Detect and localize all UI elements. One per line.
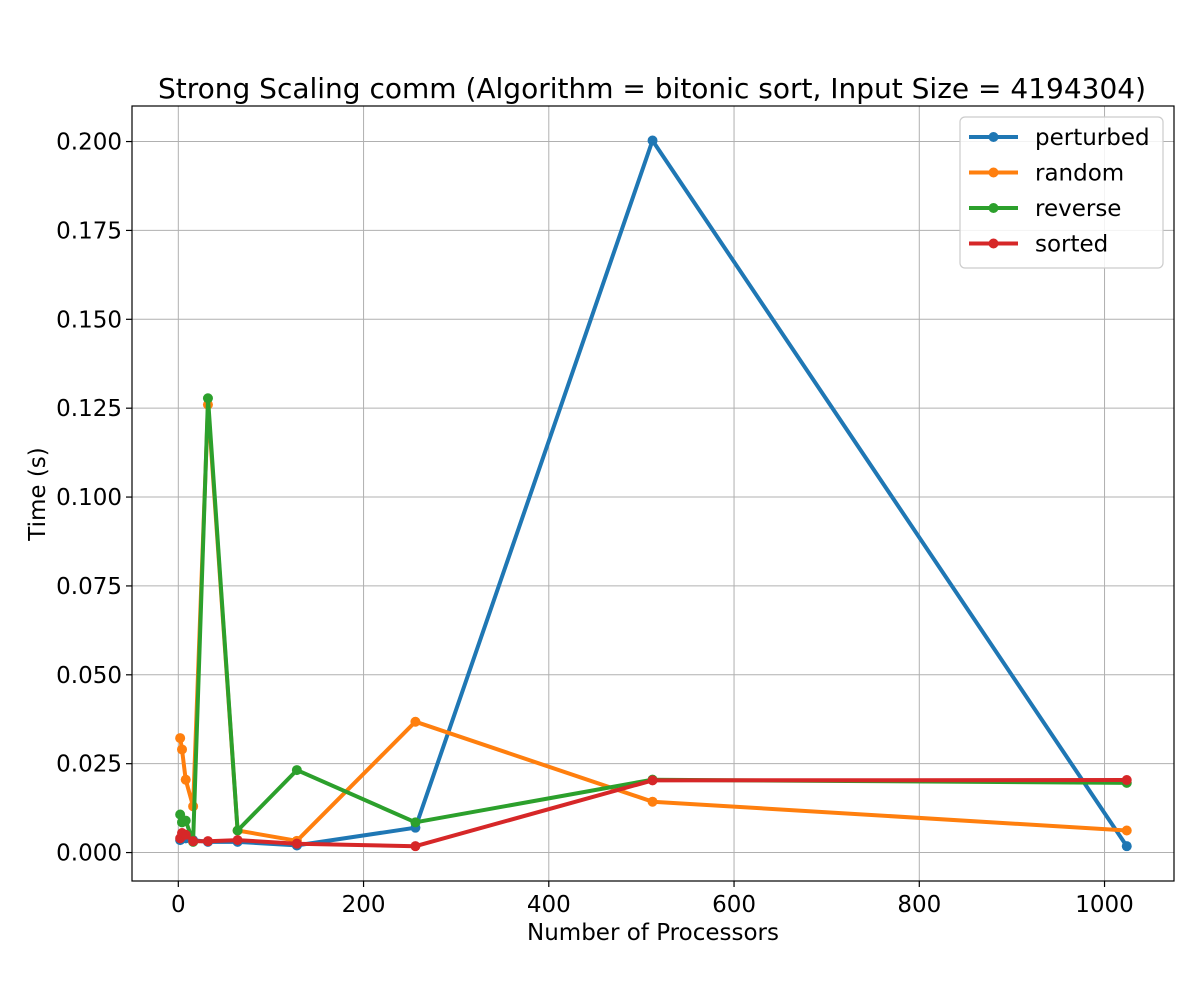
y-tick-label: 0.175: [56, 218, 122, 244]
x-tick-label: 600: [712, 892, 756, 918]
data-point-perturbed: [647, 135, 658, 146]
data-point-sorted: [232, 835, 243, 846]
data-point-sorted: [202, 836, 213, 847]
legend-label: reverse: [1035, 196, 1121, 222]
data-point-sorted: [1121, 775, 1132, 786]
legend-item-perturbed: perturbed: [969, 125, 1150, 151]
y-tick-label: 0.000: [56, 841, 122, 867]
legend-label: random: [1035, 161, 1124, 187]
y-tick-label: 0.125: [56, 396, 122, 422]
legend-box: [959, 116, 1164, 269]
legend-item-reverse: reverse: [969, 196, 1121, 222]
x-tick-label: 1000: [1075, 892, 1134, 918]
axis-ticks: 0 200 400 600 800 1000 0.000 0.025 0.050 0.075 0.1…: [56, 130, 1134, 918]
legend-marker: [988, 132, 999, 142]
legend-label: perturbed: [1035, 125, 1150, 151]
x-tick-label: 400: [527, 892, 571, 918]
data-point-random: [180, 774, 191, 785]
y-tick-label: 0.200: [56, 130, 122, 156]
chart-title: Strong Scaling comm (Algorithm = bitonic…: [158, 72, 1146, 105]
data-point-reverse: [291, 765, 302, 776]
data-point-sorted: [410, 841, 421, 852]
plot-frame: [131, 105, 1175, 882]
data-point-reverse: [202, 393, 213, 404]
y-tick-label: 0.150: [56, 307, 122, 333]
data-point-sorted: [291, 838, 302, 849]
data-point-sorted: [647, 775, 658, 786]
series-layer: [175, 135, 1132, 852]
data-point-random: [177, 744, 188, 755]
data-point-random: [647, 796, 658, 807]
y-axis-label: Time (s): [25, 447, 51, 542]
y-tick-label: 0.100: [56, 485, 122, 511]
legend-label: sorted: [1035, 232, 1108, 258]
y-tick-label: 0.025: [56, 752, 122, 778]
data-point-reverse: [232, 825, 243, 836]
y-tick-label: 0.075: [56, 574, 122, 600]
data-point-reverse: [180, 815, 191, 826]
legend: perturbed random reverse sorted: [959, 116, 1164, 269]
legend-item-sorted: sorted: [969, 232, 1108, 258]
data-point-random: [410, 716, 421, 727]
legend-item-random: random: [969, 161, 1124, 187]
x-tick-label: 800: [897, 892, 941, 918]
legend-marker: [988, 203, 999, 213]
data-point-sorted: [180, 829, 191, 840]
data-point-sorted: [188, 836, 199, 847]
data-point-perturbed: [1121, 841, 1132, 852]
x-tick-label: 200: [342, 892, 386, 918]
data-point-random: [175, 733, 186, 744]
legend-marker: [988, 238, 999, 249]
y-tick-label: 0.050: [56, 663, 122, 689]
data-point-random: [1121, 825, 1132, 836]
data-point-reverse: [410, 817, 421, 828]
x-axis-label: Number of Processors: [527, 920, 779, 946]
series-sorted: [175, 775, 1132, 852]
x-tick-label: 0: [171, 892, 186, 918]
legend-marker: [988, 167, 999, 178]
